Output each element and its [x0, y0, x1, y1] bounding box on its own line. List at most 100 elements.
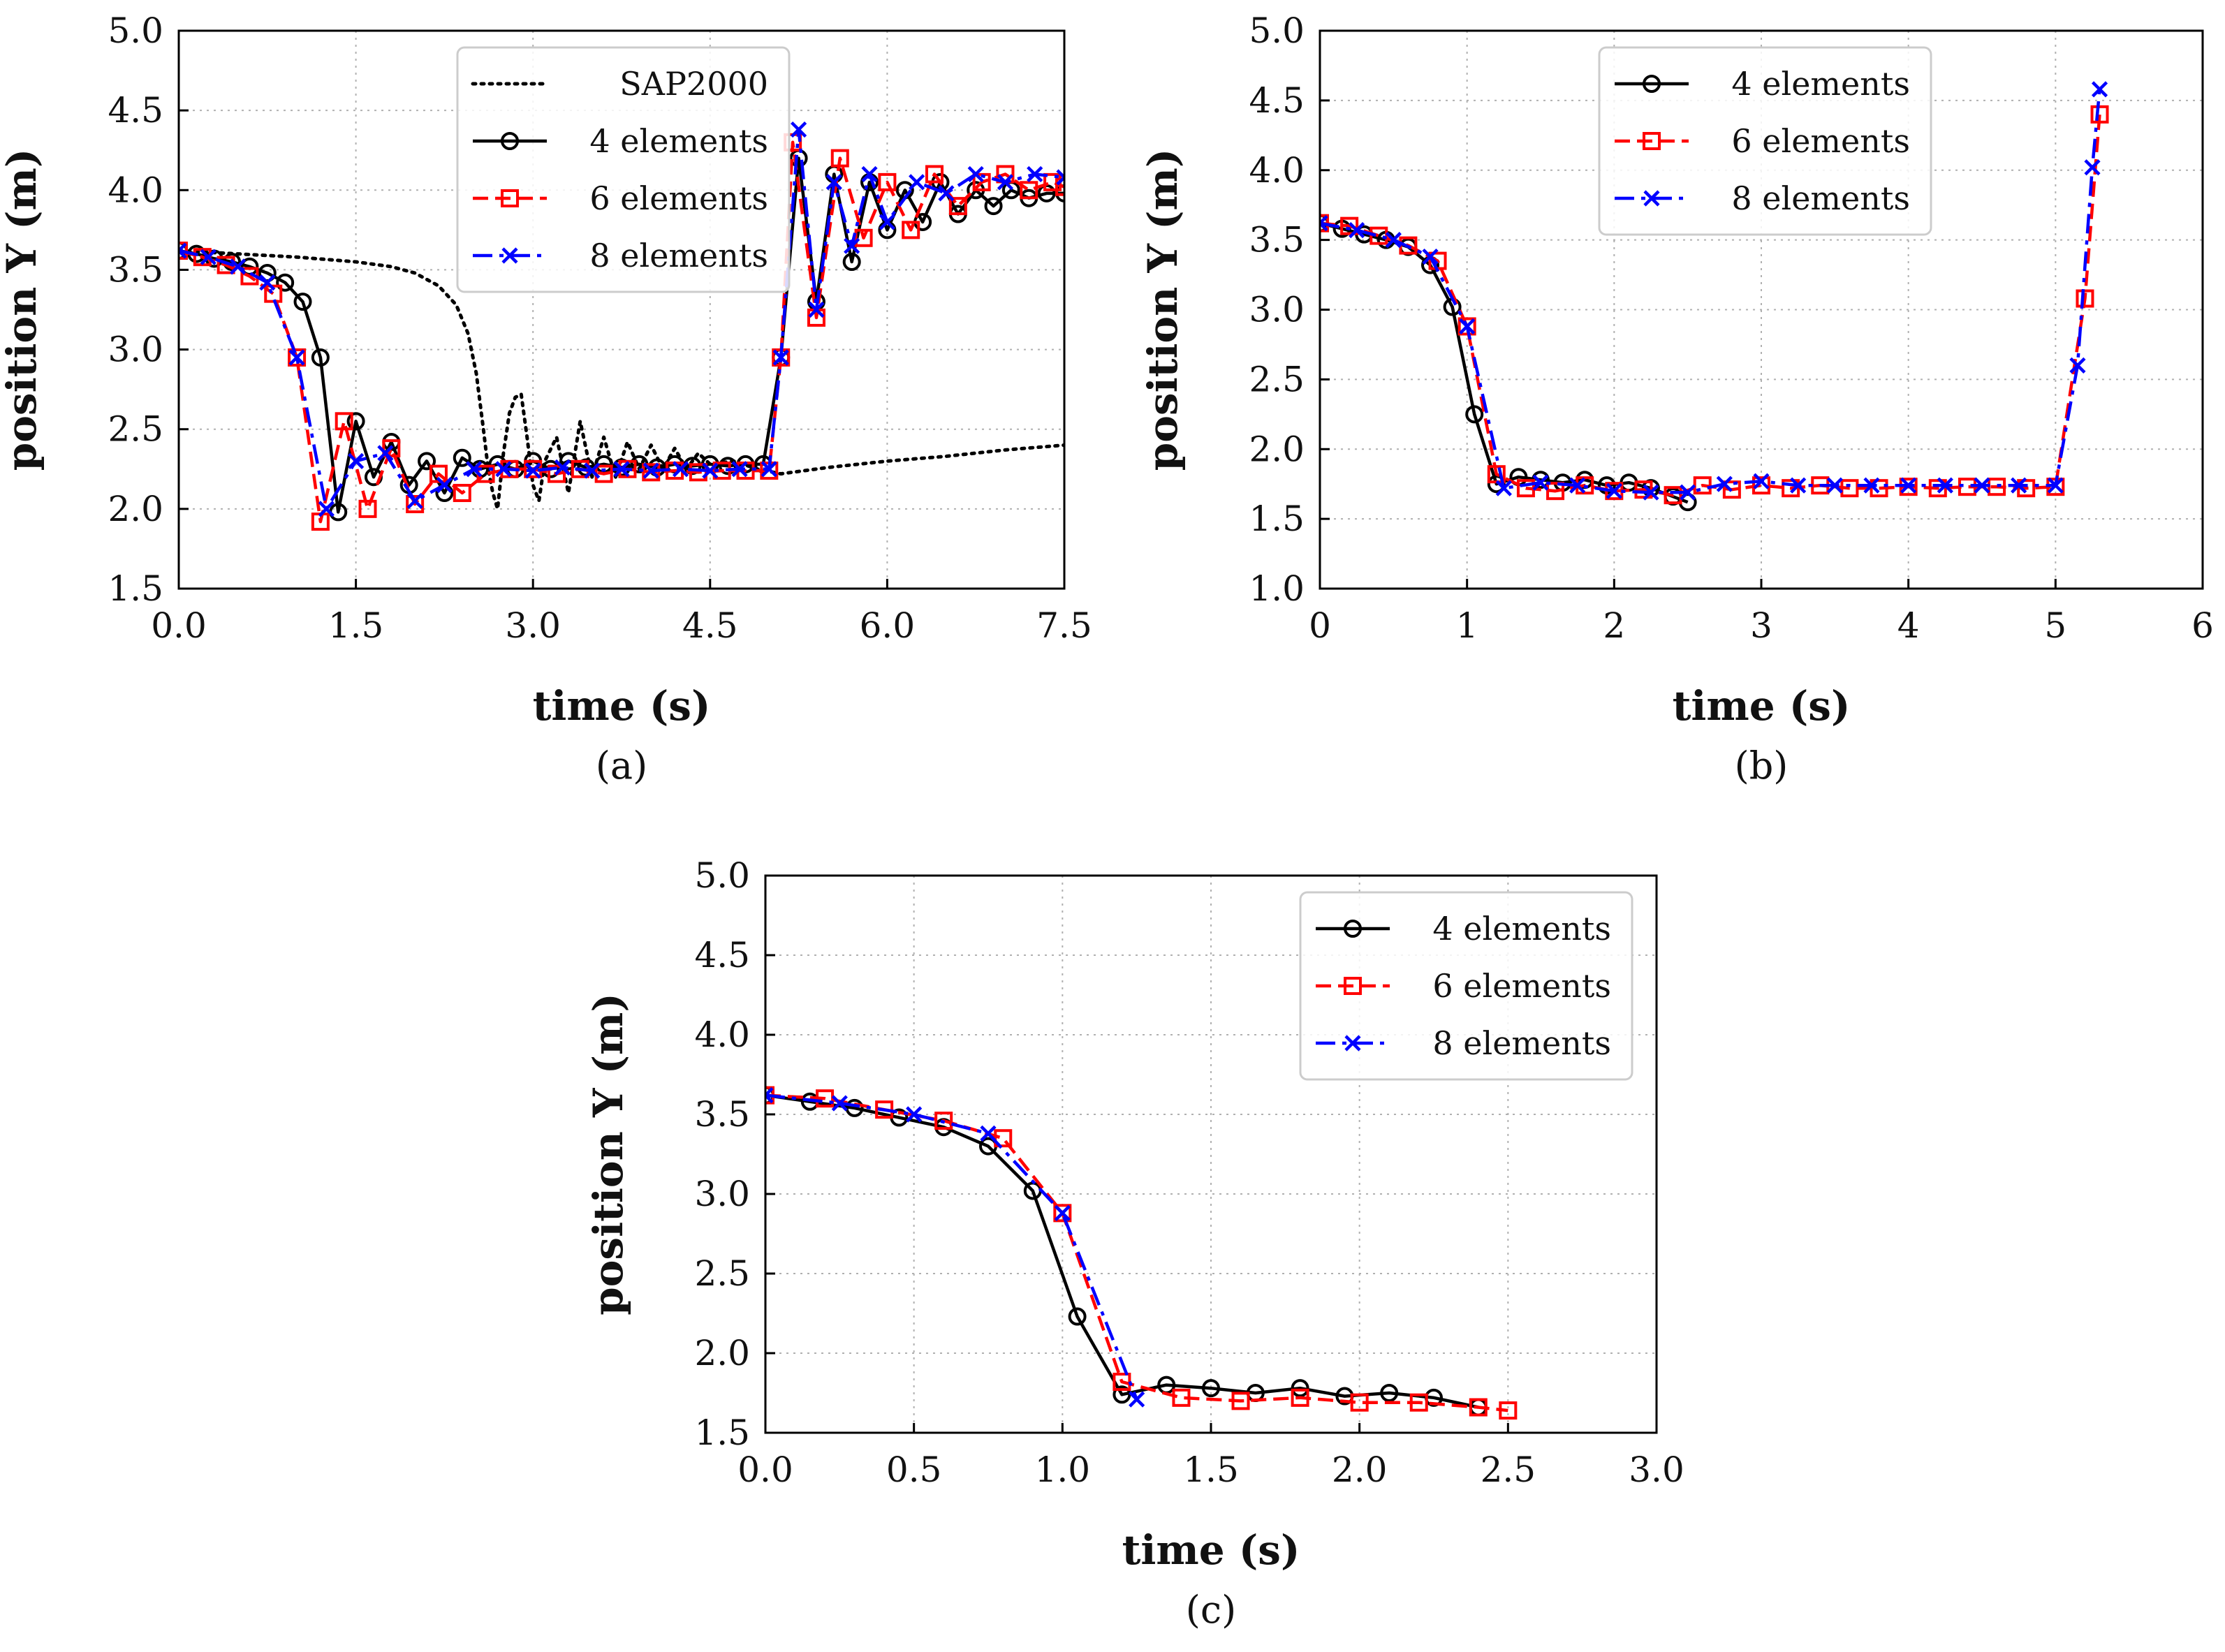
data-point-marker: [1459, 318, 1476, 335]
data-point-marker: [276, 273, 295, 292]
chart-panel-2: 0 1 2 3 4 5 6 1.0 1.5 2.0 2.5 3.0 3.5 4.0 4.5 5.0 time (…: [1139, 10, 2214, 788]
data-point-marker: [429, 464, 448, 483]
data-point-marker: [1202, 1379, 1220, 1398]
y-tick-label: 2.0: [1249, 429, 1305, 469]
y-axis-label: position Y (m): [585, 993, 632, 1315]
data-point-marker: [831, 1095, 848, 1112]
data-point-marker: [1495, 480, 1512, 496]
data-point-marker: [594, 455, 613, 473]
legend-box: [1598, 46, 1932, 236]
data-point-marker: [436, 477, 453, 494]
data-point-marker: [318, 501, 335, 517]
y-tick-label: 2.5: [694, 1253, 750, 1294]
x-tick-label: 1: [1456, 605, 1478, 646]
legend: 4 elements 6 elements 8 elements: [1598, 46, 1932, 236]
data-point-marker: [466, 461, 483, 478]
x-tick-label: 1.5: [1183, 1450, 1239, 1490]
series-line-8-elements: [179, 128, 1064, 511]
y-tick-label: 3.5: [108, 249, 163, 290]
series-line-8-elements: [765, 1093, 1138, 1400]
data-point-marker: [1055, 177, 1064, 196]
data-point-marker: [1532, 474, 1549, 491]
data-point-marker: [348, 452, 365, 469]
chart-panel-3: 0.0 0.5 1.0 1.5 2.0 2.5 3.0 1.5 2.0 2.5 3.0 3.5 4.0 4…: [585, 855, 1684, 1632]
data-point-marker: [1291, 1379, 1309, 1398]
y-tick-label: 3.0: [1249, 290, 1305, 330]
data-point-marker: [179, 242, 188, 260]
data-point-marker: [1546, 482, 1565, 501]
data-point-marker: [1320, 215, 1328, 232]
legend-marker: [1643, 132, 1661, 150]
data-point-marker: [906, 1106, 923, 1123]
y-tick-label: 4.0: [108, 170, 163, 210]
data-point-marker: [1753, 473, 1770, 489]
legend-marker: [501, 247, 518, 264]
x-axis-label: time (s): [533, 682, 711, 730]
data-point-marker: [311, 348, 330, 367]
data-point-marker: [902, 221, 920, 239]
x-axis-label: time (s): [1122, 1526, 1300, 1574]
data-point-marker: [948, 197, 967, 216]
data-point-marker: [1928, 479, 1947, 498]
data-point-marker: [845, 1098, 864, 1117]
legend: 4 elements 6 elements 8 elements: [1299, 891, 1633, 1081]
data-point-marker: [200, 249, 216, 265]
data-point-marker: [1380, 1384, 1399, 1402]
data-point-marker: [1499, 1401, 1518, 1420]
legend-marker: [1344, 977, 1362, 995]
data-point-marker: [844, 237, 860, 254]
y-tick-label: 3.5: [1249, 220, 1305, 260]
data-point-marker: [179, 242, 187, 259]
data-point-marker: [702, 462, 719, 479]
data-point-marker: [406, 495, 425, 514]
data-point-marker: [765, 1087, 774, 1104]
data-point-marker: [240, 257, 259, 276]
legend-label: 4 elements: [1731, 65, 1910, 103]
legend-label: 6 elements: [1432, 967, 1611, 1005]
data-point-marker: [1350, 1393, 1369, 1412]
data-point-marker: [1937, 477, 1953, 494]
data-point-marker: [1465, 405, 1484, 424]
data-point-marker: [524, 462, 541, 479]
data-point-marker: [1722, 480, 1741, 499]
data-point-marker: [816, 1089, 835, 1108]
x-tick-label: 0.0: [151, 605, 207, 646]
legend-box: [1299, 891, 1633, 1081]
data-point-marker: [584, 462, 601, 479]
data-point-marker: [934, 1112, 953, 1130]
data-point-marker: [1291, 1388, 1309, 1407]
legend-label: 8 elements: [1731, 179, 1910, 217]
y-tick-label: 4.0: [1249, 150, 1305, 191]
data-point-marker: [2091, 81, 2108, 98]
x-tick-label: 4: [1897, 605, 1920, 646]
data-point-marker: [358, 499, 377, 518]
axes-frame: [177, 29, 1066, 590]
legend-label: 6 elements: [589, 179, 768, 217]
legend-marker: [501, 189, 519, 207]
y-tick-label: 2.0: [694, 1333, 750, 1373]
y-tick-label: 1.5: [1249, 499, 1305, 539]
data-point-marker: [495, 461, 512, 478]
legend-label: 8 elements: [589, 237, 768, 274]
data-point-marker: [377, 445, 394, 462]
legend-label: 6 elements: [1731, 122, 1910, 160]
data-point-marker: [613, 461, 630, 478]
data-point-marker: [1020, 181, 1038, 200]
data-point-marker: [1231, 1392, 1250, 1410]
data-point-marker: [612, 458, 631, 477]
data-point-marker: [453, 448, 471, 467]
data-point-marker: [2017, 479, 2036, 498]
y-tick-label: 5.0: [694, 855, 750, 896]
x-tick-label: 1.5: [328, 605, 384, 646]
x-tick-label: 3.0: [505, 605, 561, 646]
data-point-marker: [1053, 1204, 1072, 1223]
data-point-marker: [1054, 1204, 1071, 1221]
data-point-marker: [642, 463, 661, 482]
data-point-marker: [1457, 317, 1476, 336]
y-tick-label: 5.0: [108, 10, 163, 51]
x-tick-label: 0: [1309, 605, 1331, 646]
data-point-marker: [1752, 476, 1770, 495]
data-point-marker: [2011, 477, 2027, 494]
